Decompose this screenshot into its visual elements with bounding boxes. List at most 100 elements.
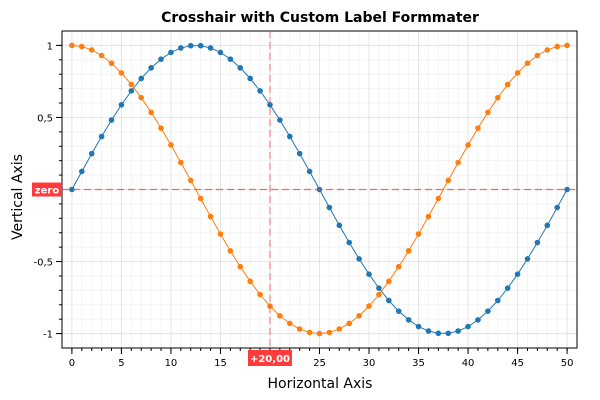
data-point (524, 256, 531, 262)
data-point (148, 65, 154, 71)
data-point (395, 263, 402, 270)
data-point (445, 330, 452, 337)
data-point (69, 42, 75, 49)
data-point (435, 195, 442, 202)
data-point (494, 94, 501, 101)
data-point (346, 320, 353, 327)
data-point (187, 42, 194, 49)
data-point (138, 75, 145, 82)
y-tick-label: -1 (43, 330, 53, 341)
x-tick-label: 5 (118, 358, 124, 369)
data-point (455, 328, 461, 334)
chart-title: Crosshair with Custom Label Formmater (161, 10, 479, 26)
data-point (306, 329, 313, 336)
y-tick-label: 0,5 (37, 113, 53, 124)
data-point (227, 248, 234, 254)
data-point (128, 81, 135, 88)
x-tick-label: 50 (561, 358, 574, 369)
data-point (415, 231, 422, 237)
x-axis-title: Horizontal Axis (268, 376, 373, 392)
data-point (435, 330, 442, 337)
data-point (564, 42, 570, 49)
data-point (296, 326, 303, 332)
data-point (247, 278, 253, 285)
data-point (445, 177, 452, 184)
data-point (286, 133, 293, 140)
data-point (386, 278, 392, 285)
data-point (88, 150, 95, 157)
data-point (336, 222, 343, 229)
data-point (534, 52, 541, 59)
data-point (336, 326, 343, 332)
data-point (257, 291, 263, 298)
data-point (108, 60, 115, 67)
y-axis: -1 -0,5 0,5 1 (33, 41, 62, 341)
data-point (465, 323, 471, 330)
data-point (286, 320, 293, 327)
data-point (178, 159, 184, 166)
data-point (257, 88, 263, 94)
data-point (108, 117, 115, 123)
data-point (564, 186, 570, 193)
data-point (227, 56, 234, 62)
data-point (356, 312, 362, 319)
data-point (217, 231, 224, 237)
crosshair-x-badge (247, 350, 292, 366)
x-tick-label: 0 (69, 358, 75, 369)
data-point (138, 94, 145, 101)
x-tick-label: 45 (511, 358, 524, 369)
x-tick-label: 30 (363, 358, 376, 369)
data-point (366, 271, 372, 277)
data-point (316, 330, 323, 337)
crosshair[interactable]: zero +20,00 (32, 31, 577, 366)
data-point (485, 308, 491, 314)
data-point (405, 248, 412, 254)
data-point (475, 125, 481, 131)
crosshair-x-label: +20,00 (247, 350, 292, 366)
data-point (158, 125, 164, 131)
x-tick-label: 25 (313, 358, 326, 369)
data-point (237, 263, 244, 270)
y-tick-label: -0,5 (33, 258, 53, 269)
y-tick-label: 1 (47, 41, 53, 52)
data-point (128, 88, 135, 94)
data-point (544, 47, 551, 53)
data-point (158, 56, 164, 62)
data-point (485, 109, 491, 116)
data-point (98, 52, 105, 59)
data-point (296, 150, 303, 157)
data-point (514, 271, 521, 277)
data-point (455, 159, 461, 166)
data-point (504, 81, 511, 88)
crosshair-y-label-text: zero (35, 186, 60, 197)
data-point (376, 285, 382, 291)
data-point (554, 43, 560, 50)
data-point (197, 195, 204, 202)
data-point (88, 47, 95, 53)
x-tick-label: 15 (214, 358, 227, 369)
data-point (524, 60, 531, 67)
data-point (425, 328, 432, 334)
data-point (425, 213, 432, 220)
data-point (98, 133, 105, 140)
data-point (178, 45, 184, 51)
x-tick-label: 10 (165, 358, 178, 369)
data-point (168, 142, 174, 148)
data-point (544, 222, 551, 229)
data-point (356, 256, 362, 262)
data-point (366, 303, 372, 309)
data-point (415, 323, 422, 330)
data-point (237, 65, 244, 71)
data-point (168, 49, 174, 56)
crosshair-y-label: zero (32, 182, 62, 197)
x-tick-label: 40 (462, 358, 475, 369)
data-point (217, 49, 224, 56)
x-tick-label: 35 (412, 358, 425, 369)
data-point (118, 102, 125, 108)
data-point (395, 308, 402, 314)
data-point (326, 329, 333, 336)
data-point (267, 102, 273, 108)
crosshair-y-badge (32, 182, 62, 197)
data-point (326, 204, 333, 211)
